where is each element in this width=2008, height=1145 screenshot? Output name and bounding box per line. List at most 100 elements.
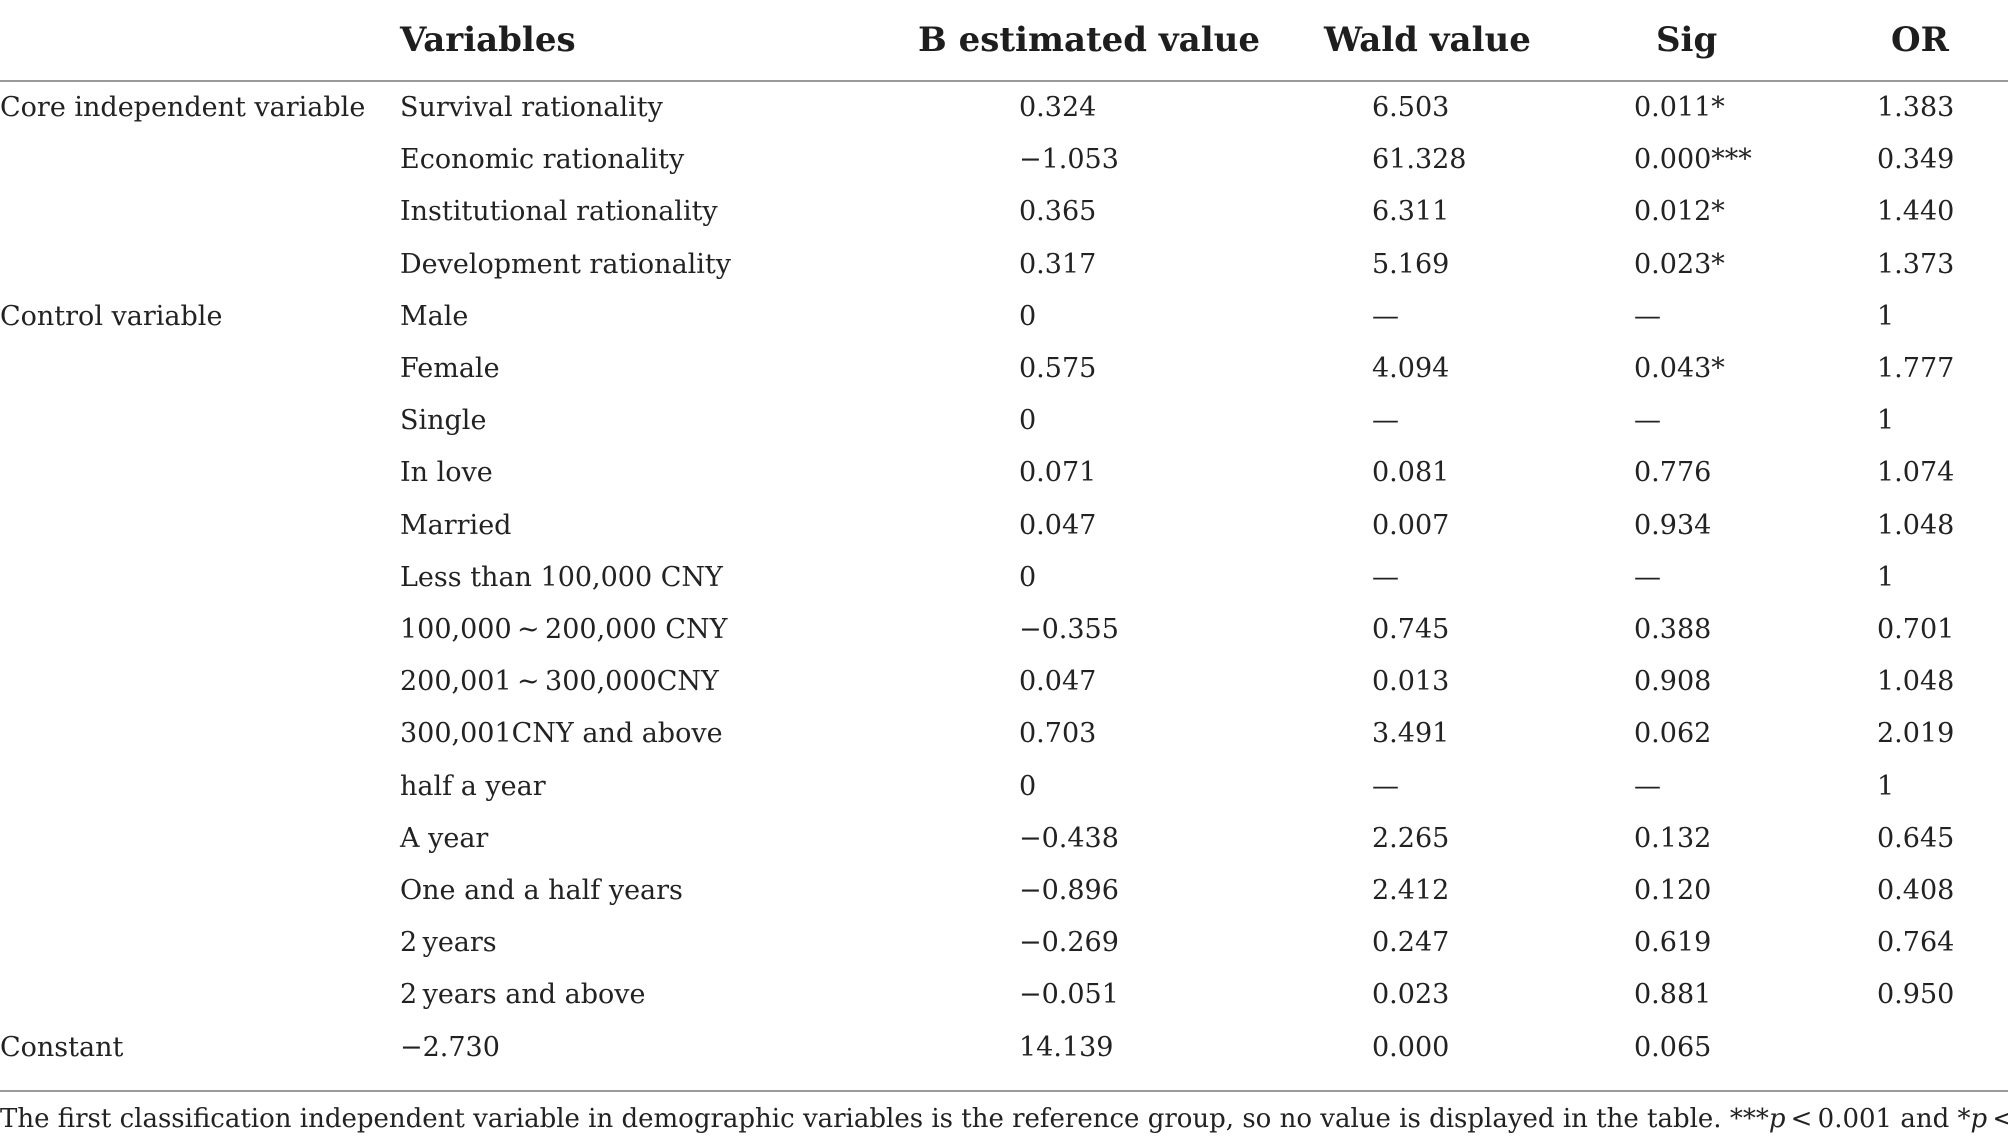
row-variable-label: Female — [400, 353, 500, 384]
row-b-value: −0.355 — [1019, 614, 1119, 645]
row-b-value: 0.047 — [1019, 666, 1097, 698]
row-variable-label: Male — [400, 300, 469, 332]
table-row: One and a half years −0.896 2.412 0.120 0.40… — [0, 865, 2008, 917]
row-variable-label: 300,001CNY and above — [400, 718, 723, 750]
row-or-value: 1.383 — [1877, 92, 1955, 123]
footnote-threshold-1: < 0.001 and * — [1785, 1104, 1971, 1134]
table-bottom-rule — [0, 1090, 2008, 1092]
header-b-estimated-value: B estimated value — [918, 20, 1260, 60]
row-sig-value: — — [1634, 561, 1661, 593]
row-variable-label: In love — [400, 457, 493, 489]
row-b-value: −0.051 — [1019, 979, 1119, 1011]
row-wald-value: — — [1372, 300, 1399, 332]
row-or-value: 0.764 — [1877, 927, 1955, 959]
row-wald-value: 0.007 — [1372, 509, 1450, 541]
table-footnote: The first classification independent var… — [0, 1099, 2008, 1139]
row-b-value: 0.047 — [1019, 509, 1097, 541]
row-or-value: 1.048 — [1877, 666, 1955, 698]
table-row: Less than 100,000 CNY 0 — — 1 — [0, 552, 2008, 604]
row-wald-value: 6.311 — [1372, 196, 1450, 228]
row-or-value: 0.950 — [1877, 979, 1955, 1011]
row-variable-label: half a year — [400, 770, 546, 802]
header-or: OR — [1891, 20, 1949, 60]
row-wald-value: 2.265 — [1372, 822, 1450, 854]
header-wald-value: Wald value — [1324, 20, 1531, 60]
header-variables: Variables — [400, 20, 576, 60]
row-wald-value: 0.247 — [1372, 927, 1450, 959]
row-b-value: 0 — [1019, 770, 1037, 802]
row-variable-label: 100,000 ~ 200,000 CNY — [400, 614, 728, 645]
row-or-value: 1.440 — [1877, 196, 1955, 228]
table-row: 2 years −0.269 0.247 0.619 0.764 — [0, 917, 2008, 969]
row-wald-value: 0.745 — [1372, 614, 1450, 645]
row-b-value: 0 — [1019, 561, 1037, 593]
row-variable-label: One and a half years — [400, 875, 683, 906]
row-sig-value: 0.023* — [1634, 248, 1725, 280]
table-row: Development rationality 0.317 5.169 0.023* 1… — [0, 239, 2008, 291]
row-wald-value: 3.491 — [1372, 718, 1450, 750]
row-wald-value: 0.023 — [1372, 979, 1450, 1011]
row-b-value: −1.053 — [1019, 144, 1119, 176]
row-sig-value: 0.132 — [1634, 822, 1712, 854]
row-sig-value: 0.120 — [1634, 875, 1712, 906]
row-sig-value: 0.388 — [1634, 614, 1712, 645]
row-or-value: 1.048 — [1877, 509, 1955, 541]
row-variable-label: Single — [400, 405, 487, 437]
table-row: Economic rationality −1.053 61.328 0.000***… — [0, 134, 2008, 186]
row-group-label: Control variable — [0, 300, 223, 332]
row-or-value: 1 — [1877, 770, 1895, 802]
row-group-label: Core independent variable — [0, 92, 366, 123]
table-row: Single 0 — — 1 — [0, 395, 2008, 447]
row-variable-label: Survival rationality — [400, 92, 663, 123]
row-or-value: 1.777 — [1877, 353, 1955, 384]
table-row: Control variable Male 0 — — 1 — [0, 291, 2008, 343]
row-sig-value: 0.934 — [1634, 509, 1712, 541]
row-b-value: 0.575 — [1019, 353, 1097, 384]
row-sig-value: 0.000*** — [1634, 144, 1752, 176]
table-row: In love 0.071 0.081 0.776 1.074 — [0, 447, 2008, 499]
row-wald-value: 0.081 — [1372, 457, 1450, 489]
row-or-value: 0.349 — [1877, 144, 1955, 176]
row-wald-value: — — [1372, 405, 1399, 437]
row-variable-label: Less than 100,000 CNY — [400, 561, 723, 593]
row-b-value: −0.438 — [1019, 822, 1119, 854]
table-row: 300,001CNY and above 0.703 3.491 0.062 2.019 — [0, 708, 2008, 760]
row-or-value: 2.019 — [1877, 718, 1955, 750]
table-row: A year −0.438 2.265 0.132 0.645 — [0, 813, 2008, 865]
row-or-value: 1 — [1877, 561, 1895, 593]
row-b-value: 14.139 — [1019, 1031, 1114, 1063]
row-sig-value: — — [1634, 770, 1661, 802]
table-row: Core independent variable Survival ration… — [0, 82, 2008, 134]
table-header: Variables B estimated value Wald value S… — [0, 0, 2008, 82]
row-sig-value: 0.619 — [1634, 927, 1712, 959]
table-row: Institutional rationality 0.365 6.311 0.012… — [0, 186, 2008, 238]
row-wald-value: 6.503 — [1372, 92, 1450, 123]
row-group-label: Constant — [0, 1031, 124, 1063]
row-b-value: 0.703 — [1019, 718, 1097, 750]
table-row: half a year 0 — — 1 — [0, 761, 2008, 813]
row-sig-value: 0.776 — [1634, 457, 1712, 489]
footnote-p-symbol: p — [1768, 1104, 1786, 1134]
table-row: 200,001 ~ 300,000CNY 0.047 0.013 0.908 1.048 — [0, 656, 2008, 708]
footnote-p-symbol: p — [1970, 1104, 1988, 1134]
table-row: Married 0.047 0.007 0.934 1.048 — [0, 500, 2008, 552]
row-wald-value: 4.094 — [1372, 353, 1450, 384]
row-sig-value: 0.908 — [1634, 666, 1712, 698]
row-or-value: 0.408 — [1877, 875, 1955, 906]
row-or-value: 1.074 — [1877, 457, 1955, 489]
row-sig-value: 0.065 — [1634, 1031, 1712, 1063]
row-or-value: 1 — [1877, 300, 1895, 332]
row-variable-label: Institutional rationality — [400, 196, 718, 228]
row-wald-value: 0.013 — [1372, 666, 1450, 698]
header-sig: Sig — [1656, 20, 1718, 60]
table-row: Female 0.575 4.094 0.043* 1.777 — [0, 343, 2008, 395]
row-or-value: 1 — [1877, 405, 1895, 437]
row-variable-label: Development rationality — [400, 248, 732, 280]
row-b-value: 0.071 — [1019, 457, 1097, 489]
row-b-value: 0.365 — [1019, 196, 1097, 228]
row-wald-value: — — [1372, 770, 1399, 802]
row-wald-value: 2.412 — [1372, 875, 1450, 906]
row-sig-value: 0.011* — [1634, 92, 1725, 123]
row-sig-value: 0.881 — [1634, 979, 1712, 1011]
row-b-value: 0 — [1019, 300, 1037, 332]
